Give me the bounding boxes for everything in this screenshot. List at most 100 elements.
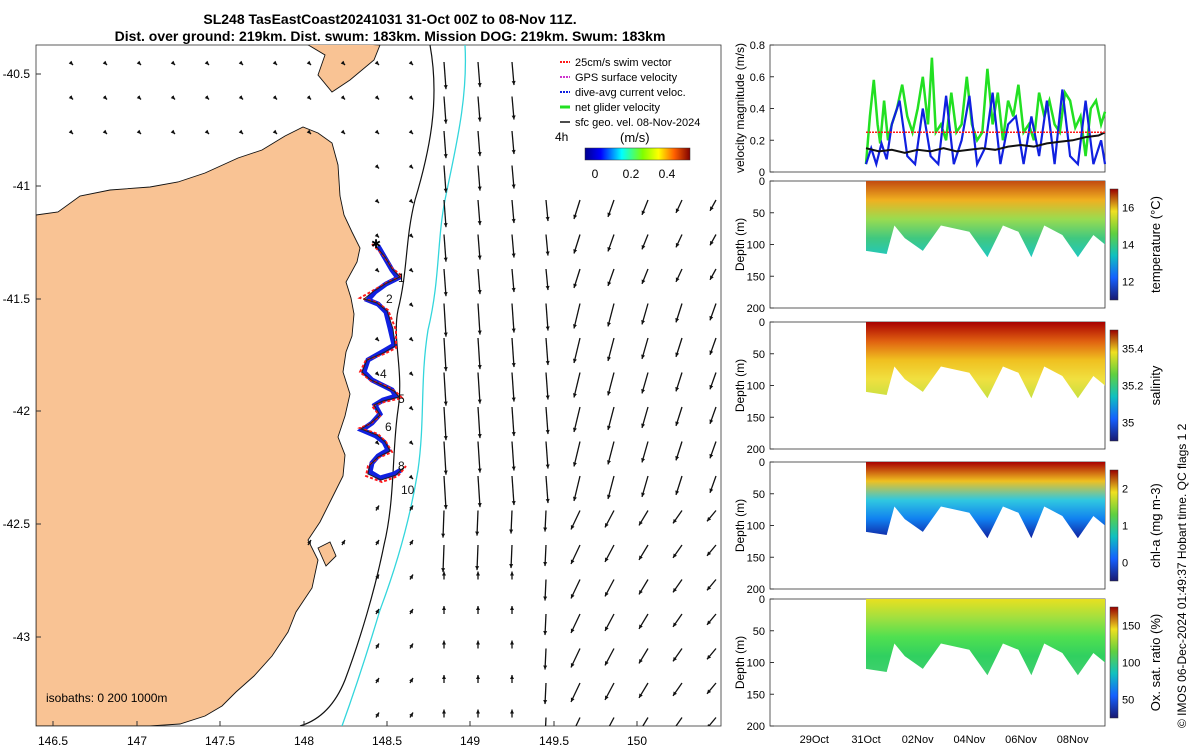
geo-arrow-head — [443, 332, 448, 337]
heatmap-ytick-label: 200 — [747, 721, 765, 733]
geo-arrow-head — [570, 663, 575, 668]
heatmap-clabel: temperature (°C) — [1148, 196, 1163, 293]
colorbar-tick-0: 0 — [592, 167, 599, 181]
legend-swim-vector: 25cm/s swim vector — [575, 57, 672, 69]
map-ytick-label: -42.5 — [3, 517, 31, 531]
geo-arrow — [476, 544, 479, 571]
geo-arrow — [443, 96, 447, 124]
legend-time-label: 4h — [555, 130, 568, 144]
geo-arrow-head — [570, 559, 575, 564]
geo-arrow-head — [375, 678, 379, 683]
geo-arrow — [477, 475, 481, 508]
geo-arrow — [442, 510, 445, 538]
geo-arrow-head — [509, 529, 514, 534]
geo-arrow-head — [443, 119, 448, 124]
geo-arrow-head — [272, 60, 277, 65]
track-label-2: 2 — [386, 292, 393, 306]
geo-arrow-head — [408, 95, 413, 100]
geo-arrow — [443, 268, 447, 297]
geo-arrow-head — [477, 468, 482, 473]
geo-arrow-head — [307, 540, 311, 545]
geo-arrow-head — [136, 129, 141, 134]
geo-arrow-head — [709, 488, 714, 493]
time-tick-label: 06Nov — [1005, 734, 1037, 746]
geo-arrow-head — [477, 255, 482, 260]
heatmap-field — [866, 181, 1105, 258]
geo-arrow-head — [710, 240, 714, 246]
geo-arrow-head — [374, 129, 379, 134]
map-x-axis: 146.5 147 147.5 148 148.5 149 149.5 150 — [38, 721, 647, 748]
heatmap-ytick-label: 50 — [753, 626, 765, 638]
geo-arrow-head — [443, 505, 448, 510]
geo-arrow-head — [443, 470, 448, 475]
geo-arrow-head — [409, 712, 413, 717]
geo-arrow — [477, 303, 481, 335]
geo-arrow-head — [409, 574, 413, 579]
geo-arrow-head — [543, 527, 548, 532]
geo-arrow — [608, 717, 615, 726]
vel-ytick-label: 0.4 — [750, 104, 765, 116]
heatmap-ytick-label: 0 — [759, 594, 765, 606]
geo-arrow-head — [306, 129, 311, 134]
geo-arrow-head — [477, 151, 482, 157]
geo-arrow-head — [340, 129, 345, 134]
geo-arrow-head — [570, 628, 575, 633]
heatmap-ytick-label: 150 — [747, 689, 765, 701]
geo-arrow-head — [477, 220, 482, 226]
geo-arrow-head — [476, 606, 480, 610]
geo-arrow — [443, 130, 447, 159]
heatmap-ctick-label: 1 — [1122, 521, 1128, 533]
geo-arrow — [573, 337, 581, 364]
geo-arrow — [477, 165, 481, 191]
vel-ytick-label: 0.8 — [750, 40, 765, 52]
geo-arrow — [442, 544, 445, 573]
geo-arrow-head — [573, 283, 578, 288]
geo-arrow-head — [442, 606, 446, 610]
geo-arrow — [477, 337, 481, 370]
geo-arrow-head — [607, 281, 612, 286]
geo-arrow-head — [707, 516, 712, 522]
geo-arrow-head — [710, 275, 714, 280]
heatmap-field — [866, 322, 1105, 399]
geo-arrow-head — [707, 723, 711, 726]
geo-arrow-head — [341, 540, 345, 545]
geo-arrow-head — [607, 494, 611, 499]
geo-arrow-head — [409, 505, 413, 510]
geo-arrow-head — [605, 522, 609, 528]
colorbar-tick-2: 0.4 — [659, 167, 676, 181]
geo-arrow-head — [675, 277, 680, 282]
geo-arrow-head — [443, 188, 448, 193]
geo-arrow-head — [543, 561, 548, 567]
geo-arrow-head — [477, 82, 482, 88]
title-line-1: SL248 TasEastCoast20241031 31-Oct 00Z to… — [203, 11, 577, 27]
geo-arrow — [573, 406, 581, 433]
geo-arrow — [477, 130, 481, 157]
geo-arrow — [477, 199, 481, 226]
geo-arrow-head — [443, 223, 448, 228]
geo-arrow-head — [573, 249, 578, 254]
geo-arrow — [443, 475, 447, 510]
heatmap-ctick-label: 50 — [1122, 695, 1134, 707]
glider-track-black — [359, 244, 404, 481]
geo-arrow-head — [511, 397, 516, 402]
heatmap-ctick-label: 12 — [1122, 277, 1134, 289]
geo-arrow-head — [570, 594, 575, 599]
heatmap-colorbar — [1109, 469, 1119, 582]
geo-arrow — [511, 441, 515, 471]
geo-arrow — [544, 717, 547, 726]
geostrophic-velocity-arrows — [68, 60, 717, 734]
geo-arrow-head — [102, 60, 107, 65]
geo-arrow-head — [408, 302, 413, 307]
geo-arrow-head — [170, 129, 175, 134]
geo-arrow-head — [639, 728, 643, 732]
geo-arrow-head — [641, 389, 646, 394]
heatmap-ytick-label: 0 — [759, 176, 765, 188]
geo-arrow-head — [409, 678, 413, 683]
map-xtick-label: 147.5 — [205, 734, 235, 748]
geo-arrow — [545, 475, 549, 504]
track-label-10: 10 — [401, 483, 415, 497]
geo-arrow-head — [510, 571, 514, 576]
geo-arrow — [511, 475, 515, 506]
geo-arrow-head — [607, 212, 612, 217]
geo-arrow-head — [605, 730, 609, 734]
